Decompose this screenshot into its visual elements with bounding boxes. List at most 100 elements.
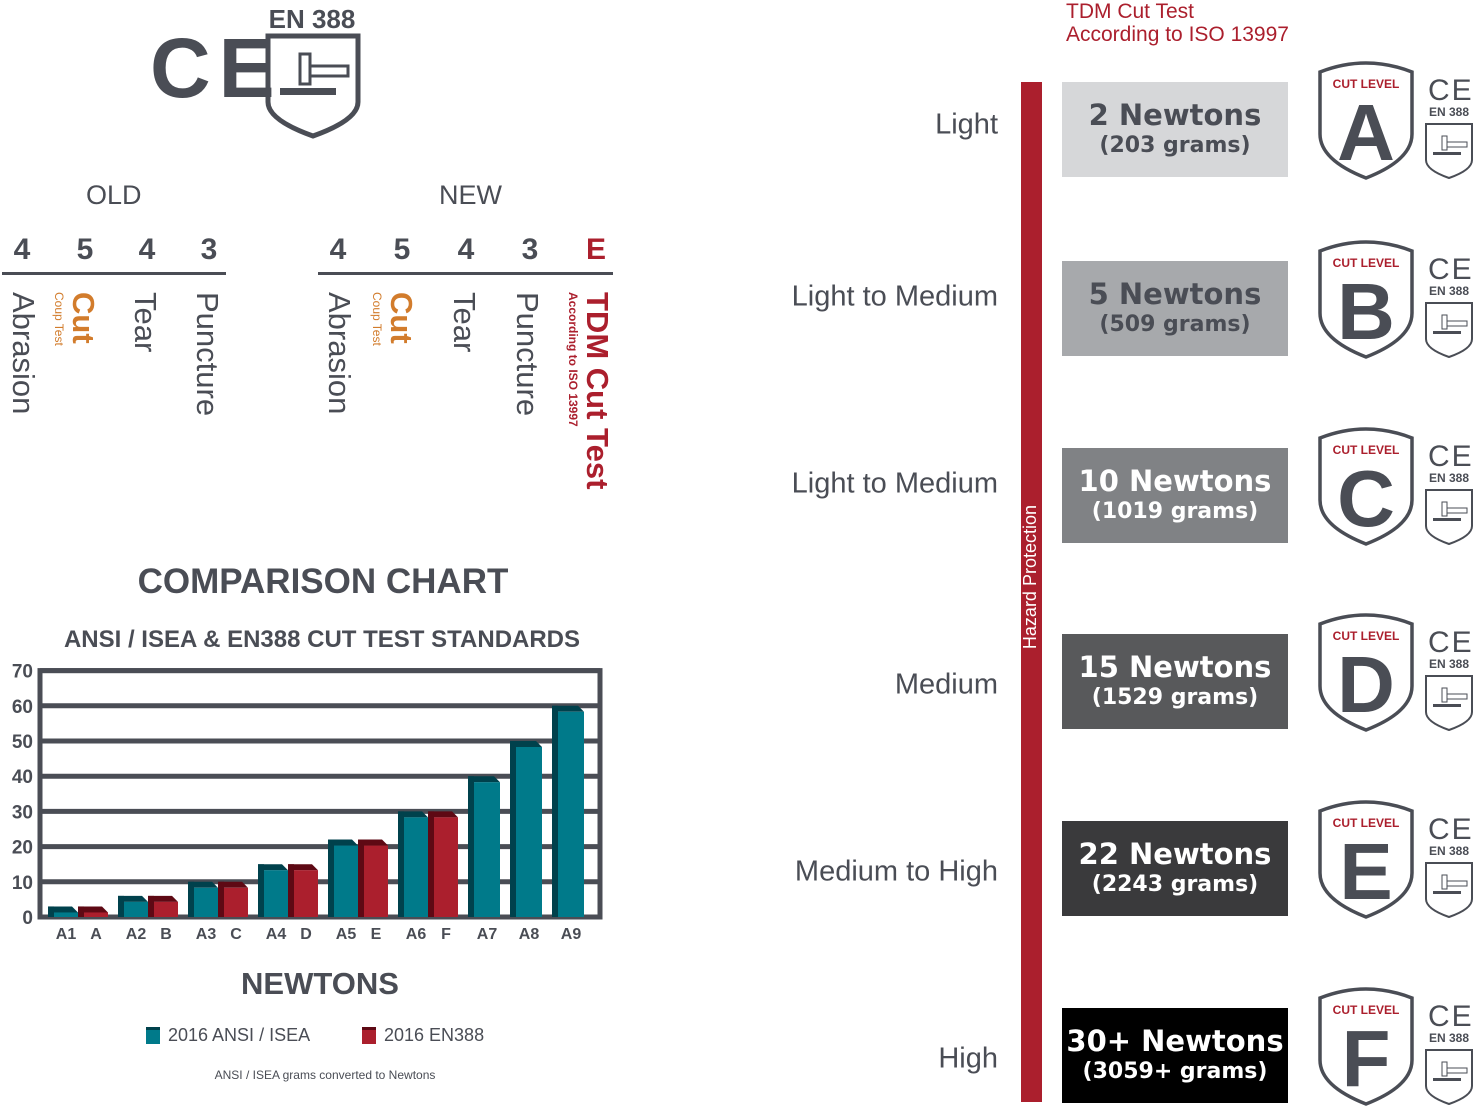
small-ce-mark: CE [1428,253,1474,286]
small-en388-label: EN 388 [1428,284,1470,298]
level-box: 30+ Newtons (3059+ grams) [1062,1008,1288,1103]
old-label-coup: Coup Test [52,292,66,346]
ansi-bar-side [188,881,194,917]
level-newtons: 30+ Newtons [1066,1024,1284,1058]
hazard-protection-label: Hazard Protection [1020,505,1040,650]
old-digit-cut: 5 [76,233,94,266]
old-label-cut: Cut [66,292,101,344]
legend-en388-swatch-icon [362,1027,376,1044]
new-label-abrasion: Abrasion [322,292,357,415]
x-tick-label: E [371,926,382,943]
ansi-bar [124,901,148,917]
cut-level-shield-icon: CUT LEVEL E [1318,800,1414,919]
small-en388-label: EN 388 [1428,105,1470,119]
level-newtons: 10 Newtons [1078,464,1272,498]
y-tick-label: 50 [12,732,33,753]
ansi-bar-top [468,776,500,783]
cut-level-letter: E [1339,827,1392,916]
old-label-tear: Tear [128,292,163,353]
x-tick-label: B [160,926,172,943]
old-divider [2,272,226,275]
ansi-bar-top [510,741,542,747]
level-grams: (3059+ grams) [1082,1059,1268,1084]
cut-level-shield-icon: CUT LEVEL F [1318,987,1414,1106]
en388-label: EN 388 [268,4,356,34]
cut-level-letter: A [1337,88,1395,177]
small-ce-mark: CE [1428,813,1474,846]
comparison-bar-chart: 0 10 20 30 40 50 60 70 A1 A A2 B A3 C A4 D A5 E A6 F A7 A8 A9 [12,662,603,943]
en388-bar-top [358,839,388,846]
x-tick-label: C [230,926,242,943]
old-digit-abrasion: 4 [13,233,31,266]
ansi-bar [334,845,358,917]
small-en388-label: EN 388 [1428,471,1470,485]
cut-level-text: CUT LEVEL [1333,77,1400,91]
y-tick-label: 10 [12,873,33,894]
tdm-title-line2: According to ISO 13997 [1066,23,1289,46]
x-tick-label: A [90,926,102,943]
tdm-title: TDM Cut Test According to ISO 13997 [1066,0,1289,46]
en388-bar [154,901,178,917]
old-label-puncture: Puncture [190,292,225,417]
new-divider [318,272,613,275]
y-tick-label: 30 [12,802,33,823]
en388-bar-top [218,881,248,888]
level-box: 15 Newtons (1529 grams) [1062,634,1288,729]
en388-bar-side [78,906,84,917]
y-tick-label: 70 [12,662,33,683]
small-en388-label: EN 388 [1428,1031,1470,1045]
hazard-label: Medium to High [794,855,998,888]
chart-title: COMPARISON CHART [137,562,509,601]
en388-shield-icon [265,33,361,139]
new-digit-abrasion: 4 [329,233,347,266]
chart-subtitle: ANSI / ISEA & EN388 CUT TEST STANDARDS [63,626,581,653]
cut-level-text: CUT LEVEL [1333,629,1400,643]
ansi-bar-side [48,906,54,917]
ansi-bar-top [48,906,78,913]
ansi-bar [516,747,542,917]
hazard-label: Light [935,108,998,141]
old-heading: OLD [86,180,142,210]
small-en388-shield-icon [1425,123,1473,180]
en388-bar-side [148,895,154,917]
hazard-label: High [938,1042,998,1075]
x-tick-label: A9 [561,926,582,943]
ansi-bar-side [552,705,558,917]
ansi-bar-side [398,811,404,917]
ansi-bar [264,870,288,917]
ansi-bar [194,887,218,917]
cut-level-shield-icon: CUT LEVEL C [1318,427,1414,546]
level-box: 10 Newtons (1019 grams) [1062,448,1288,543]
legend-en388-label: 2016 EN388 [384,1025,485,1045]
ansi-bar-side [258,864,264,917]
level-newtons: 2 Newtons [1088,98,1262,132]
new-digit-puncture: 3 [521,233,539,266]
new-heading: NEW [439,180,502,210]
level-box: 2 Newtons (203 grams) [1062,82,1288,177]
ansi-bar-top [118,895,148,902]
chart-xlabel: NEWTONS [241,966,399,1001]
cut-level-shield-icon: CUT LEVEL B [1318,240,1414,359]
small-ce-mark: CE [1428,74,1474,107]
en388-bar-side [288,864,294,917]
x-tick-label: A8 [519,926,540,943]
old-label-abrasion: Abrasion [6,292,41,415]
hazard-protection-bar [1021,82,1042,1102]
level-grams: (1529 grams) [1091,685,1259,710]
cut-level-shield-icon: CUT LEVEL D [1318,613,1414,732]
en388-bar [364,845,388,917]
en388-bar [294,870,318,917]
ansi-bar-top [258,864,288,871]
en388-bar-side [358,839,364,917]
new-digit-tear: 4 [457,233,475,266]
cut-level-letter: D [1337,640,1395,729]
new-label-coup: Coup Test [370,292,384,346]
ansi-bar [558,711,584,917]
en388-bar-side [428,811,434,917]
ansi-bar-top [328,839,358,846]
new-label-cut: Cut [384,292,419,344]
ansi-bar-top [188,881,218,888]
legend-ansi-label: 2016 ANSI / ISEA [168,1025,311,1045]
x-tick-label: A7 [477,926,498,943]
ansi-bar-side [328,839,334,917]
